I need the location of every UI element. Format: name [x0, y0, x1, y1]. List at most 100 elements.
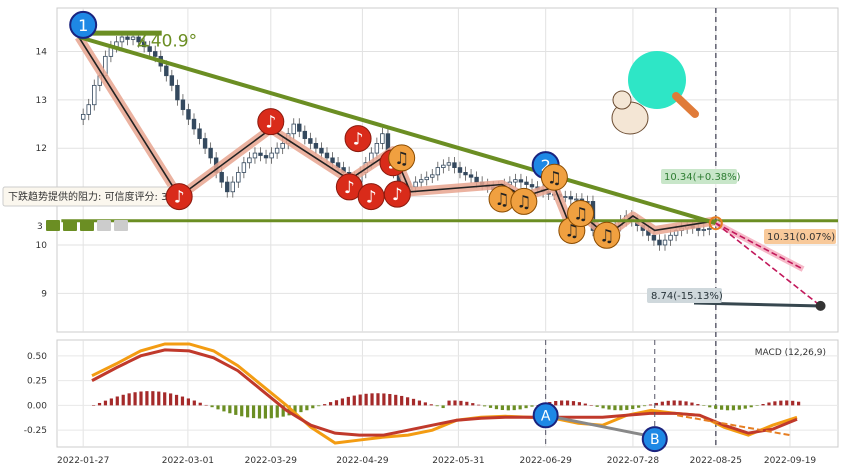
note-icon: ♫ — [573, 205, 588, 225]
y-tick-label: 9 — [41, 289, 47, 299]
note-icon: ♫ — [599, 226, 614, 246]
macd-histogram-bar — [340, 398, 345, 406]
y-tick-label: 10 — [36, 241, 48, 251]
macd-histogram-bar — [251, 405, 256, 419]
macd-histogram-bar — [565, 400, 570, 406]
score-badge-empty — [114, 220, 128, 231]
macd-histogram-bar — [352, 395, 356, 406]
macd-histogram-bar — [246, 405, 250, 418]
y-tick-label: 14 — [36, 48, 48, 58]
candle-body — [668, 234, 673, 241]
macd-histogram-bar — [459, 400, 463, 406]
candle-body — [424, 176, 429, 181]
candle-body — [147, 46, 152, 52]
candle-body — [474, 176, 479, 183]
macd-panel — [56, 339, 839, 448]
macd-histogram-bar — [595, 405, 599, 407]
candle-body — [374, 143, 380, 154]
x-tick-label: 2022-07-28 — [607, 456, 660, 466]
candle-body — [330, 157, 335, 164]
x-tick-label: 2022-05-31 — [432, 456, 484, 466]
macd-histogram-bar — [672, 400, 676, 406]
macd-histogram-bar — [163, 392, 167, 406]
candle-body — [651, 234, 657, 241]
macd-histogram-bar — [234, 405, 238, 415]
macd-histogram-bar — [317, 405, 321, 407]
y-tick-label: 13 — [36, 96, 47, 106]
note-marker-orange — [540, 163, 568, 191]
candle-body — [319, 147, 324, 154]
candle-body — [452, 162, 457, 168]
macd-histogram-bar — [560, 400, 564, 406]
macd-histogram-bar — [311, 405, 315, 409]
candle-body — [136, 36, 141, 43]
candle-body — [175, 84, 180, 101]
macd-histogram-bar — [785, 400, 789, 406]
macd-histogram-bar — [394, 394, 398, 406]
macd-tick-label: -0.25 — [24, 426, 47, 436]
macd-histogram-bar — [666, 400, 670, 406]
score-badge-empty — [97, 220, 111, 231]
macd-histogram-bar — [767, 402, 771, 406]
macd-histogram-bar — [323, 404, 327, 406]
x-tick-label: 2022-03-01 — [162, 456, 214, 466]
wave-marker-label: 2 — [541, 156, 551, 175]
candle-body — [308, 138, 313, 144]
candle-body — [141, 41, 147, 48]
macd-histogram-bar — [589, 405, 593, 406]
candle-body — [258, 152, 263, 156]
macd-histogram-bar — [583, 403, 587, 406]
macd-histogram-bar — [660, 401, 664, 406]
macd-histogram-bar — [719, 405, 724, 410]
macd-histogram-bar — [103, 400, 108, 406]
candle-body — [263, 155, 269, 159]
candle-body — [563, 196, 568, 198]
trend-line — [78, 35, 717, 226]
candle-body — [119, 36, 125, 43]
macd-marker-label: B — [650, 432, 660, 448]
macd-histogram-bar — [346, 396, 350, 406]
macd-histogram-bar — [494, 405, 499, 410]
macd-histogram-bar — [749, 405, 753, 408]
macd-histogram-bar — [376, 393, 380, 406]
macd-histogram-bar — [429, 404, 433, 406]
macd-histogram-bar — [275, 405, 279, 418]
macd-histogram-bar — [151, 391, 155, 406]
macd-histogram-bar — [530, 405, 534, 407]
candle-body — [80, 113, 86, 120]
candle-body — [468, 174, 474, 178]
macd-histogram-bar — [204, 404, 208, 406]
today-marker — [708, 216, 723, 231]
candle-body — [125, 36, 130, 40]
note-marker-orange — [510, 187, 538, 215]
candle-body — [197, 128, 202, 139]
macd-histogram-bar — [678, 400, 682, 406]
note-marker-orange — [593, 221, 621, 249]
macd-histogram-bar — [453, 400, 457, 406]
candle-body — [302, 130, 308, 139]
macd-histogram-bar — [684, 401, 688, 406]
score-number: 3 — [37, 222, 43, 232]
forecast-label-high: 10.34(+0.38%) — [664, 172, 741, 183]
macd-histogram-bar — [779, 400, 783, 406]
candle-body — [297, 123, 302, 132]
macd-histogram-bar — [524, 405, 528, 409]
macd-histogram-bar — [702, 405, 706, 406]
score-badge — [63, 220, 77, 231]
candle-body — [180, 99, 186, 110]
macd-histogram-bar — [631, 405, 635, 410]
candle-body — [696, 227, 701, 231]
macd-histogram-bar — [654, 402, 659, 406]
macd-marker-label: A — [541, 408, 551, 424]
candle-body — [252, 152, 258, 159]
candle-body — [457, 167, 463, 173]
macd-histogram-bar — [648, 404, 653, 406]
macd-tick-label: 0.50 — [27, 352, 47, 362]
macd-histogram-bar — [257, 405, 262, 419]
forecast-line-mid — [715, 222, 804, 270]
macd-histogram-bar — [228, 405, 232, 414]
forecast-arrow — [693, 301, 817, 308]
dog-head-icon — [612, 90, 632, 110]
macd-histogram-bar — [388, 393, 392, 406]
